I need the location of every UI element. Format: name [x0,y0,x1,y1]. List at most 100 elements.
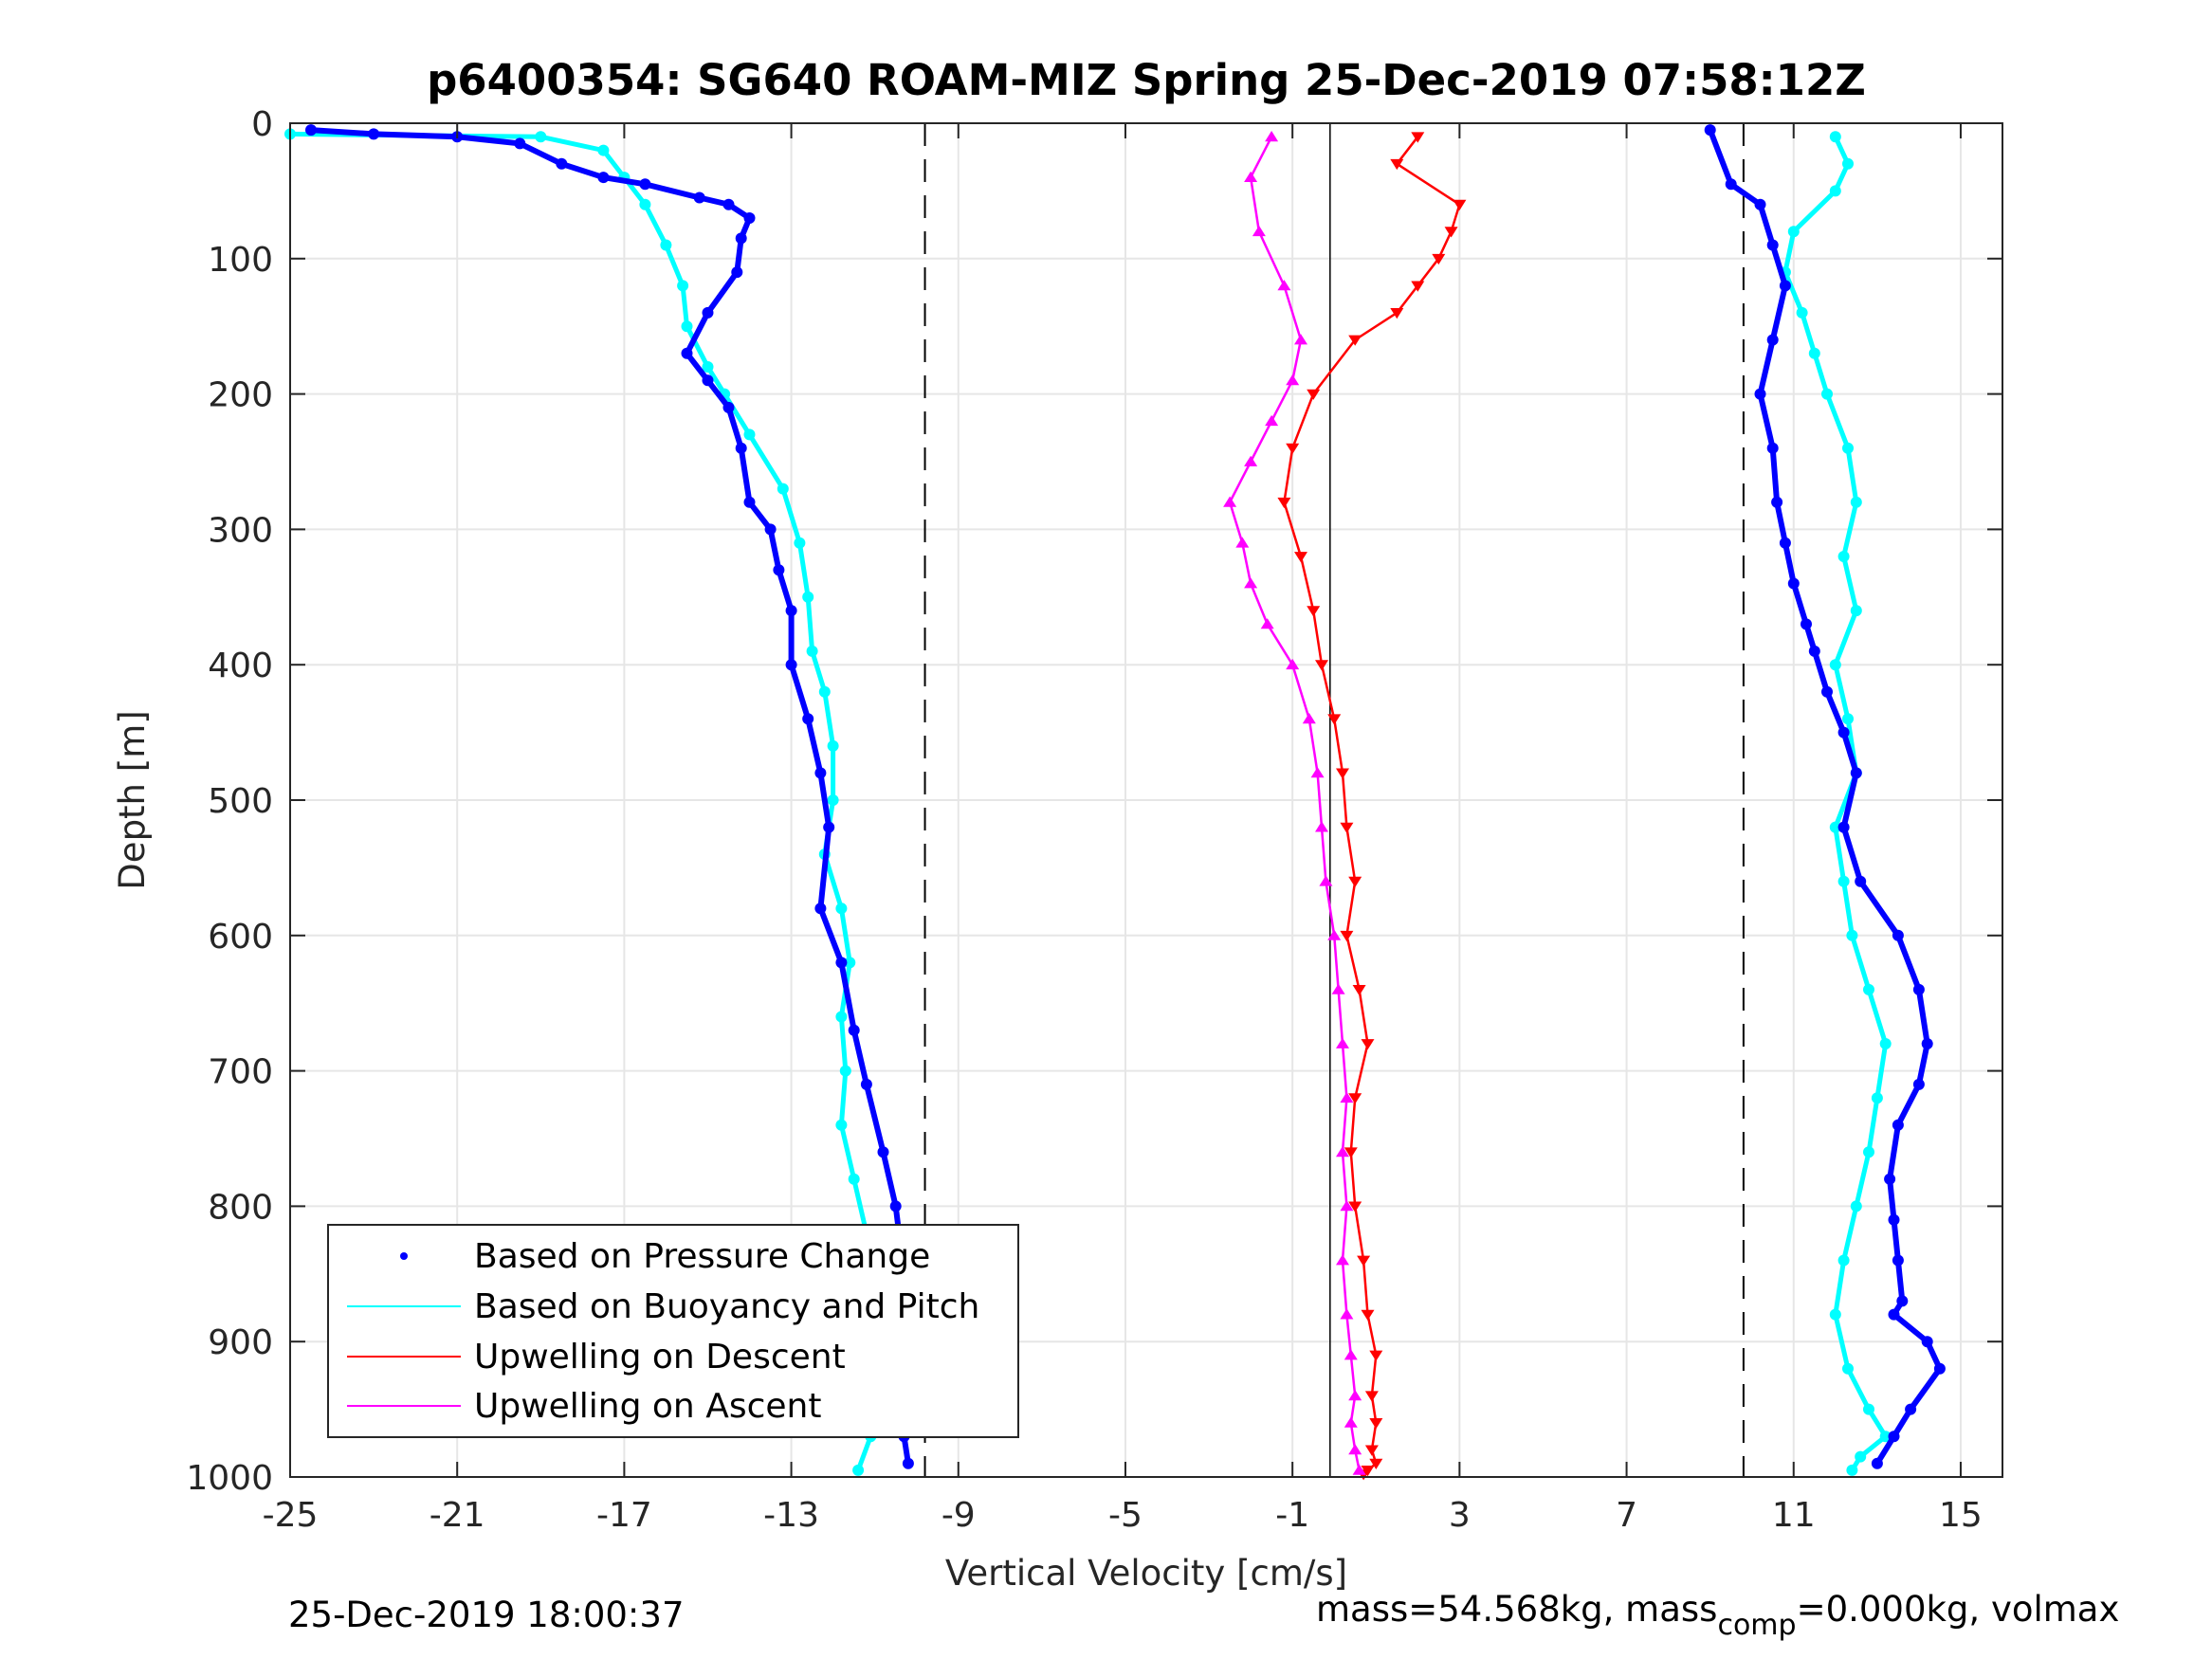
ascent-upwelling-marker [1244,171,1258,182]
ascent-upwelling-marker [1252,225,1266,237]
ascent-upwelling-marker [1265,131,1279,142]
descent-upwelling-marker [1348,1201,1362,1212]
pressure-point [814,767,827,779]
buoyancy-point [639,198,651,210]
descent-upwelling-marker [1432,253,1446,265]
pressure-point [743,212,756,224]
pressure-point [1896,1295,1909,1307]
buoyancy-point [1879,1038,1892,1049]
buoyancy-point [827,794,839,806]
pressure-point [877,1146,889,1158]
legend-label-buoyancy: Based on Buoyancy and Pitch [474,1287,979,1326]
buoyancy-point [677,280,689,292]
buoyancy-point [835,1011,848,1023]
descent-upwelling-marker [1340,822,1354,833]
pressure-trace-descent [310,127,911,1465]
x-tick-label: 3 [1449,1496,1471,1535]
buoyancy-point [1850,1200,1862,1212]
pressure-point [1855,875,1867,887]
buoyancy-point [1837,551,1850,562]
y-tick-label: 800 [208,1188,273,1227]
pressure-point [802,713,814,725]
ascent-upwelling-marker [1327,929,1342,940]
legend-label-pressure: Based on Pressure Change [474,1237,930,1276]
pressure-point [722,401,735,413]
pressure-point [1754,388,1766,400]
buoyancy-point [1829,131,1841,143]
buoyancy-point [844,957,856,969]
y-tick-label: 0 [251,105,273,144]
ascent-upwelling-marker [1302,713,1316,724]
pressure-point [889,1200,902,1212]
legend: Based on Pressure Change Based on Buoyan… [327,1224,1019,1438]
pressure-point [743,496,756,508]
ascent-upwelling-marker [1319,875,1333,886]
buoyancy-point [1842,442,1854,454]
pressure-point [735,442,747,454]
descent-upwelling-marker [1364,1391,1379,1402]
ascent-upwelling-marker [1265,414,1279,427]
descent-upwelling-marker [1348,335,1362,346]
ascent-upwelling-marker [1348,1444,1362,1455]
pressure-point [860,1078,872,1090]
buoyancy-point [1842,713,1854,725]
pressure-point [722,198,735,210]
y-tick-label: 1000 [186,1459,273,1498]
descent-upwelling-marker [1348,1093,1362,1104]
ascent-upwelling-marker [1336,1146,1349,1158]
pressure-point [764,523,777,536]
ascent-upwelling-marker [1336,1254,1349,1266]
y-tick-label: 500 [208,782,273,821]
pressure-point [1921,1336,1933,1348]
y-tick-label: 900 [208,1323,273,1362]
pressure-point [1766,334,1779,346]
footer-mass-suffix: =0.000kg, volmax [1797,1589,2120,1630]
descent-upwelling-marker [1453,199,1467,210]
pressure-point [1754,198,1766,210]
pressure-point [1850,767,1862,779]
buoyancy-point [535,131,547,143]
buoyancy-point [1796,306,1808,319]
descent-upwelling-marker [1344,1147,1358,1158]
pressure-point [702,374,714,387]
buoyancy-point [1787,226,1800,238]
pressure-point [785,659,797,671]
pressure-point [1771,496,1783,508]
pressure-point [735,232,747,245]
x-tick-label: -17 [596,1496,652,1535]
buoyancy-point [660,239,672,251]
descent-upwelling-marker [1340,930,1354,942]
pressure-point [1704,124,1716,137]
pressure-point [1779,280,1791,292]
descent-upwelling-marker [1361,1039,1375,1050]
ascent-upwelling-marker [1244,577,1258,589]
buoyancy-point [1842,1362,1854,1375]
pressure-point [681,347,693,359]
buoyancy-point [597,144,610,156]
footer-mass-prefix: mass=54.568kg, mass [1316,1589,1717,1630]
legend-label-descent: Upwelling on Descent [474,1338,846,1376]
pressure-point [1808,645,1820,657]
buoyancy-point [1837,1254,1850,1267]
y-tick-label: 700 [208,1053,273,1092]
buoyancy-point [835,1119,848,1131]
ascent-upwelling-marker [1344,1349,1358,1360]
legend-marker-pressure [400,1252,408,1260]
ascent-upwelling-marker [1260,618,1274,629]
ascent-upwelling-marker [1340,1091,1354,1103]
descent-upwelling-marker [1361,1309,1375,1321]
pressure-point [1779,537,1791,549]
pressure-point [597,172,610,184]
pressure-point [1892,1119,1904,1131]
pressure-point [1912,1078,1925,1090]
descent-upwelling-marker [1411,132,1425,143]
ascent-upwelling-marker [1286,374,1300,386]
pressure-point [785,605,797,617]
pressure-point [1787,577,1800,590]
pressure-point [902,1457,914,1469]
ascent-upwelling-marker [1310,767,1325,778]
ascent-upwelling-marker [1348,1390,1362,1401]
y-axis-label: Depth [m] [112,710,153,889]
buoyancy-point [802,591,814,603]
